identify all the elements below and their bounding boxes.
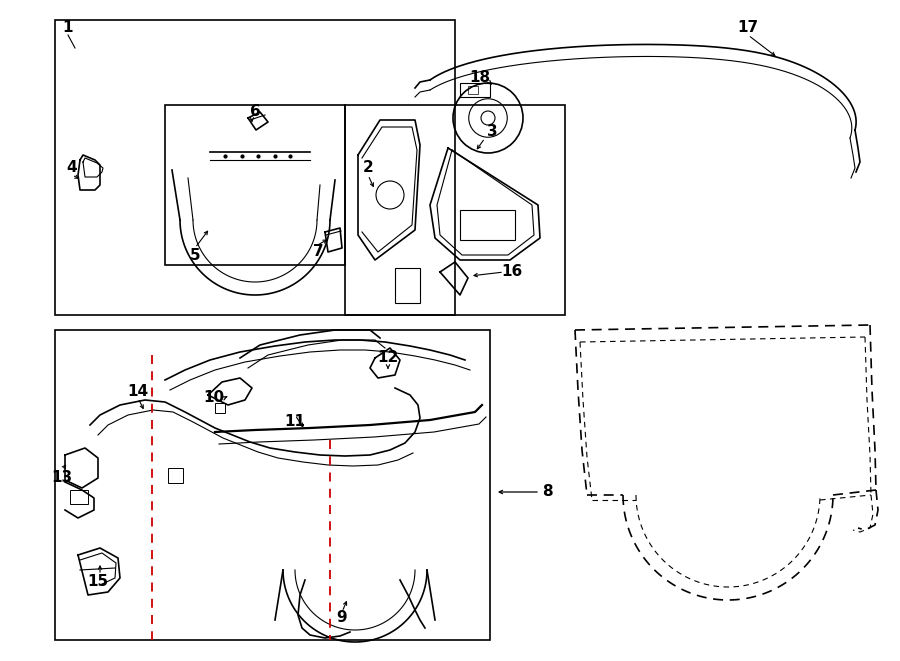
Text: 6: 6 — [249, 104, 260, 120]
Text: 7: 7 — [312, 245, 323, 260]
Text: 11: 11 — [284, 414, 305, 430]
Bar — [460, 83, 490, 97]
Text: 15: 15 — [87, 574, 109, 590]
Text: 18: 18 — [470, 71, 490, 85]
Text: 9: 9 — [337, 611, 347, 625]
Text: 13: 13 — [51, 471, 73, 485]
Text: 12: 12 — [377, 350, 399, 366]
Text: 17: 17 — [737, 20, 759, 36]
Text: 16: 16 — [501, 264, 523, 280]
Text: 2: 2 — [363, 161, 374, 176]
Text: 4: 4 — [67, 161, 77, 176]
Bar — [460, 210, 515, 240]
Text: 8: 8 — [542, 485, 553, 500]
Bar — [468, 86, 478, 94]
Bar — [70, 490, 88, 504]
Text: 10: 10 — [203, 391, 225, 405]
Bar — [168, 468, 183, 483]
Bar — [345, 105, 565, 315]
Text: 14: 14 — [128, 385, 148, 399]
Text: 3: 3 — [487, 124, 498, 139]
Bar — [395, 268, 420, 303]
Bar — [215, 403, 225, 413]
Bar — [55, 20, 455, 315]
Bar — [55, 330, 490, 640]
Text: 1: 1 — [63, 20, 73, 36]
Text: 5: 5 — [190, 247, 201, 262]
Bar — [165, 105, 345, 265]
